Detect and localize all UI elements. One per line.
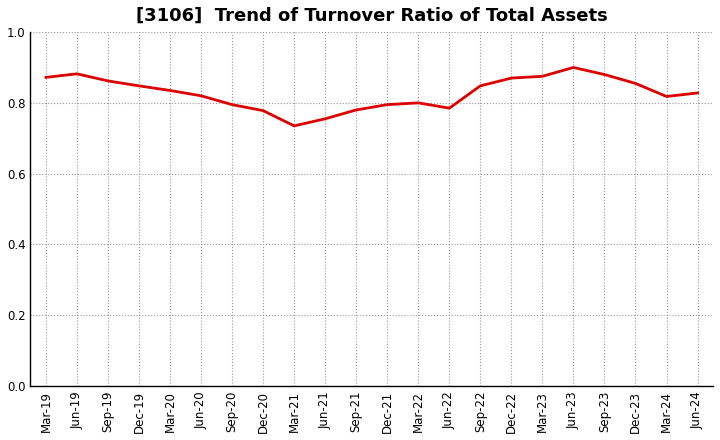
Title: [3106]  Trend of Turnover Ratio of Total Assets: [3106] Trend of Turnover Ratio of Total … [136, 7, 608, 25]
